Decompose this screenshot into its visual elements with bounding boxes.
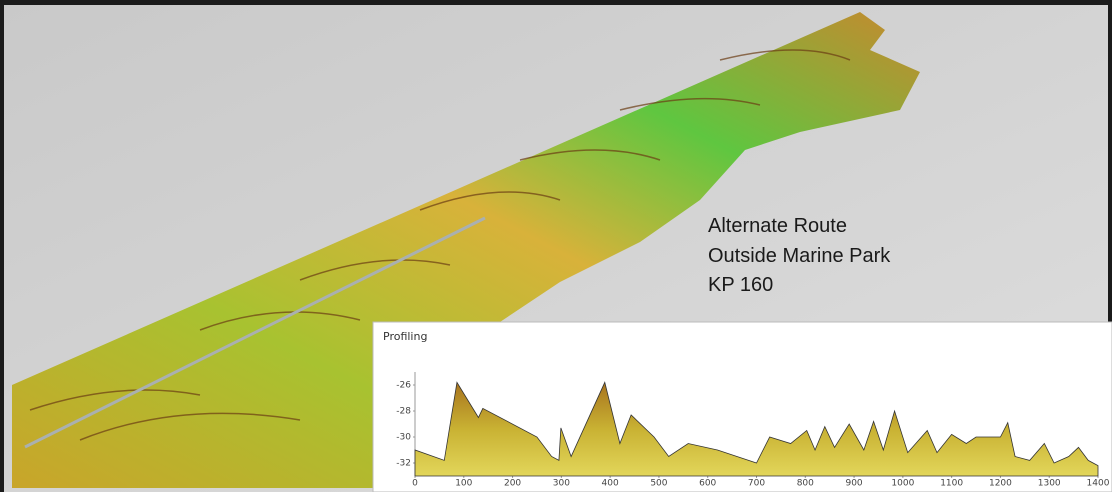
annotation: Alternate Route xyxy=(708,215,847,237)
x-tick-label: 800 xyxy=(797,479,814,489)
page: Alternate Route Outside Marine Park KP 1… xyxy=(0,0,1112,492)
x-tick-label: 1400 xyxy=(1087,479,1110,489)
y-tick-label: -30 xyxy=(396,433,411,443)
x-tick-label: 600 xyxy=(699,479,716,489)
x-tick-label: 1000 xyxy=(891,479,914,489)
y-tick-label: -32 xyxy=(396,459,411,469)
x-tick-label: 400 xyxy=(602,479,619,489)
x-tick-label: 700 xyxy=(748,479,765,489)
y-tick-label: -26 xyxy=(396,381,411,391)
x-tick-label: 300 xyxy=(553,479,570,489)
x-tick-label: 200 xyxy=(504,479,521,489)
annotation: KP 160 xyxy=(708,274,773,296)
x-tick-label: 900 xyxy=(845,479,862,489)
panel-title: Profiling xyxy=(383,330,427,343)
screenshot: Alternate Route Outside Marine Park KP 1… xyxy=(0,0,1112,492)
x-tick-label: 1300 xyxy=(1038,479,1061,489)
x-tick-label: 0 xyxy=(412,479,418,489)
y-tick-label: -28 xyxy=(396,407,411,417)
x-tick-label: 1100 xyxy=(940,479,963,489)
annotation: Outside Marine Park xyxy=(708,245,891,267)
x-tick-label: 100 xyxy=(455,479,472,489)
x-tick-label: 1200 xyxy=(989,479,1012,489)
x-tick-label: 500 xyxy=(650,479,667,489)
